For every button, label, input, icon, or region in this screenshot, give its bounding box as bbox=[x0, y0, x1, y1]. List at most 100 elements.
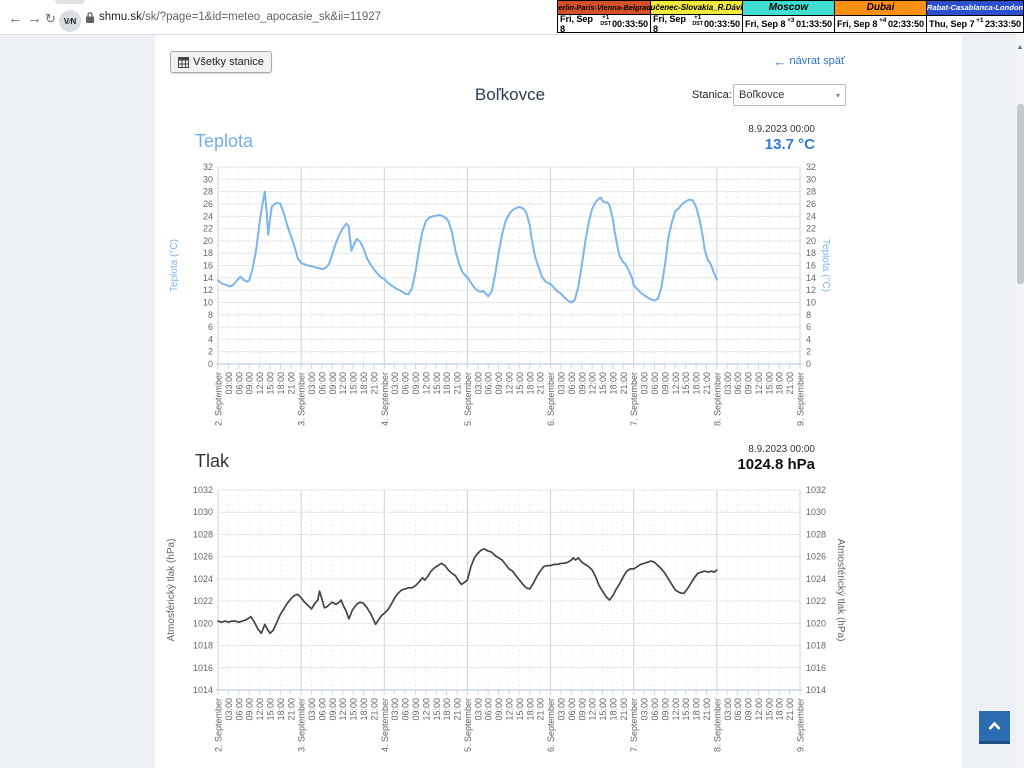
x-axis-tick-label: 03:00 bbox=[390, 698, 400, 721]
y-axis-tick-label: 2 bbox=[208, 347, 213, 357]
x-axis-tick-label: 12:00 bbox=[338, 372, 348, 395]
x-axis-tick-label: 09:00 bbox=[494, 698, 504, 721]
x-axis-tick-label: 4. September bbox=[380, 372, 390, 426]
x-axis-tick-label: 09:00 bbox=[328, 698, 338, 721]
address-bar[interactable]: shmu.sk/sk/?page=1&id=meteo_apocasie_sk&… bbox=[99, 9, 381, 25]
x-axis-tick-label: 18:00 bbox=[276, 372, 286, 395]
y-axis-tick-label: 8 bbox=[208, 310, 213, 320]
scrollbar-up-arrow-icon[interactable]: ▲ bbox=[1016, 44, 1024, 51]
all-stations-button[interactable]: Všetky stanice bbox=[170, 51, 272, 73]
scroll-to-top-button[interactable] bbox=[979, 711, 1010, 744]
url-path: /sk/?page=1&id=meteo_apocasie_sk&ii=1192… bbox=[141, 11, 382, 23]
x-axis-tick-label: 18:00 bbox=[442, 698, 452, 721]
forward-icon[interactable]: → bbox=[27, 10, 42, 27]
x-axis-tick-label: 21:00 bbox=[369, 698, 379, 721]
x-axis-tick-label: 12:00 bbox=[338, 698, 348, 721]
page-scrollbar-thumb[interactable] bbox=[1016, 104, 1024, 284]
y-axis-tick-label: 22 bbox=[203, 224, 213, 234]
tlak-chart-title: Tlak bbox=[195, 451, 230, 471]
x-axis-tick-label: 15:00 bbox=[764, 372, 774, 395]
vpn-extension-icon[interactable]: V∕N bbox=[59, 10, 81, 32]
x-axis-tick-label: 03:00 bbox=[723, 698, 733, 721]
y-axis-tick-label: 18 bbox=[806, 248, 816, 258]
station-select[interactable]: Boľkovce ▾ bbox=[733, 84, 846, 106]
x-axis-tick-label: 18:00 bbox=[692, 372, 702, 395]
x-axis-tick-label: 15:00 bbox=[598, 372, 608, 395]
x-axis-tick-label: 09:00 bbox=[577, 372, 587, 395]
x-axis-tick-label: 06:00 bbox=[317, 698, 327, 721]
y-axis-tick-label: 1020 bbox=[193, 618, 213, 628]
x-axis-tick-label: 15:00 bbox=[265, 372, 275, 395]
y-axis-tick-label: 20 bbox=[203, 236, 213, 246]
y-axis-tick-label: 14 bbox=[806, 273, 816, 283]
teplota-line-chart: 2. September 03:00 06:00 09:00 12:00 15:00 18:… bbox=[169, 162, 831, 426]
x-axis-tick-label: 03:00 bbox=[556, 372, 566, 395]
clock-dubai: Dubai Fri, Sep 8 +4 02:33:50 bbox=[835, 1, 927, 32]
clock-date: Fri, Sep 8 bbox=[837, 18, 878, 29]
clock-city-label: Dubai bbox=[835, 1, 926, 16]
x-axis-tick-label: 18:00 bbox=[775, 372, 785, 395]
y-axis-tick-label: 1022 bbox=[806, 596, 826, 606]
y-axis-tick-label: 14 bbox=[203, 273, 213, 283]
x-axis-tick-label: 06:00 bbox=[650, 698, 660, 721]
x-axis-tick-label: 12:00 bbox=[588, 698, 598, 721]
y-axis-tick-label: 24 bbox=[806, 211, 816, 221]
tlak-timestamp: 8.9.2023 00:00 bbox=[748, 444, 815, 455]
lock-icon[interactable] bbox=[85, 11, 95, 29]
data-series-line bbox=[217, 548, 718, 635]
x-axis-tick-label: 06:00 bbox=[567, 372, 577, 395]
x-axis-tick-label: 18:00 bbox=[525, 698, 535, 721]
x-axis-tick-label: 15:00 bbox=[265, 698, 275, 721]
x-axis-tick-label: 03:00 bbox=[390, 372, 400, 395]
x-axis-tick-label: 15:00 bbox=[515, 372, 525, 395]
x-axis-tick-label: 6. September bbox=[546, 698, 556, 752]
x-axis-tick-label: 03:00 bbox=[723, 372, 733, 395]
y-axis-tick-label: 1026 bbox=[193, 552, 213, 562]
x-axis-tick-label: 12:00 bbox=[505, 372, 515, 395]
y-axis-tick-label: 6 bbox=[208, 322, 213, 332]
y-axis-title-right: Teplota (°C) bbox=[820, 239, 831, 292]
y-axis-tick-label: 1026 bbox=[806, 552, 826, 562]
y-axis-title-left: Teplota (°C) bbox=[169, 239, 180, 292]
y-axis-tick-label: 10 bbox=[806, 297, 816, 307]
teplota-timestamp: 8.9.2023 00:00 bbox=[748, 124, 815, 135]
clock-date: Fri, Sep 8 bbox=[560, 13, 593, 34]
clock-time: 00:33:50 bbox=[704, 18, 740, 29]
x-axis-tick-label: 15:00 bbox=[432, 372, 442, 395]
x-axis-tick-label: 06:00 bbox=[484, 372, 494, 395]
x-axis-tick-label: 3. September bbox=[297, 372, 307, 426]
y-axis-tick-label: 1030 bbox=[806, 507, 826, 517]
back-to-list-link[interactable]: ← návrat späť bbox=[774, 55, 846, 68]
clock-city-label: Moscow bbox=[743, 1, 834, 16]
tlak-current-value: 1024.8 hPa bbox=[737, 456, 815, 473]
back-icon[interactable]: ← bbox=[8, 10, 23, 27]
x-axis-tick-label: 06:00 bbox=[401, 372, 411, 395]
x-axis-tick-label: 5. September bbox=[463, 698, 473, 752]
y-axis-tick-label: 1016 bbox=[193, 663, 213, 673]
y-axis-tick-label: 24 bbox=[203, 211, 213, 221]
clock-city-label: Rabat-Casablanca-London bbox=[927, 1, 1023, 16]
x-axis-tick-label: 21:00 bbox=[286, 698, 296, 721]
x-axis-tick-label: 15:00 bbox=[598, 698, 608, 721]
x-axis-tick-label: 12:00 bbox=[671, 372, 681, 395]
y-axis-tick-label: 1030 bbox=[193, 507, 213, 517]
x-axis-tick-label: 06:00 bbox=[234, 698, 244, 721]
x-axis-tick-label: 21:00 bbox=[369, 372, 379, 395]
x-axis-tick-label: 15:00 bbox=[349, 698, 359, 721]
x-axis-tick-label: 15:00 bbox=[681, 698, 691, 721]
y-axis-tick-label: 1018 bbox=[193, 641, 213, 651]
x-axis-tick-label: 06:00 bbox=[484, 698, 494, 721]
y-axis-tick-label: 10 bbox=[203, 297, 213, 307]
x-axis-tick-label: 12:00 bbox=[754, 372, 764, 395]
page-scrollbar-track[interactable] bbox=[1016, 34, 1024, 768]
x-axis-tick-label: 03:00 bbox=[556, 698, 566, 721]
x-axis-tick-label: 21:00 bbox=[702, 372, 712, 395]
reload-icon[interactable]: ↻ bbox=[45, 11, 56, 26]
browser-tab[interactable] bbox=[55, 0, 85, 4]
x-axis-tick-label: 21:00 bbox=[702, 698, 712, 721]
x-axis-tick-label: 06:00 bbox=[401, 698, 411, 721]
x-axis-tick-label: 06:00 bbox=[317, 372, 327, 395]
x-axis-tick-label: 09:00 bbox=[494, 372, 504, 395]
x-axis-tick-label: 21:00 bbox=[619, 372, 629, 395]
